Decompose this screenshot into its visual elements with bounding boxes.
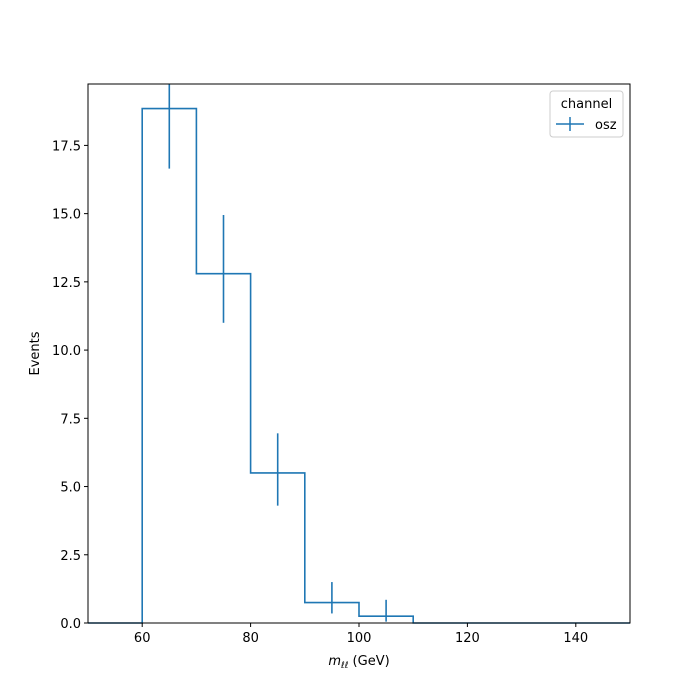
x-tick-label: 140	[563, 631, 588, 646]
y-tick-label: 2.5	[60, 549, 81, 564]
plot-content	[88, 84, 630, 624]
legend-title: channel	[561, 97, 612, 112]
y-tick-label: 17.5	[52, 139, 81, 154]
x-axis-label-symbol: m	[328, 654, 341, 669]
y-tick-label: 0.0	[60, 617, 81, 632]
y-tick-label: 10.0	[52, 344, 81, 359]
x-tick-label: 100	[347, 631, 372, 646]
legend-box	[549, 90, 624, 138]
plot-area: 60 80 100 120 140 0.0 2.5 5.0 7.5 10.0 12.5 15.0 17.…	[52, 83, 631, 646]
x-axis-label-unit: (GeV)	[348, 654, 389, 669]
y-tick-label: 15.0	[52, 208, 81, 223]
x-tick-label: 120	[455, 631, 480, 646]
x-tick-label: 80	[242, 631, 259, 646]
y-axis-label: Events	[28, 331, 43, 375]
histogram-step-line	[88, 107, 630, 624]
y-tick-label: 5.0	[60, 481, 81, 496]
x-axis-label: mℓℓ (GeV)	[328, 654, 389, 671]
y-tick-label: 12.5	[52, 276, 81, 291]
x-tick-label: 60	[134, 631, 151, 646]
y-tick-label: 7.5	[60, 412, 81, 427]
legend-entry-label: osz	[595, 118, 617, 133]
legend: channel osz	[549, 90, 624, 138]
x-axis-label-subscript: ℓℓ	[340, 661, 348, 671]
